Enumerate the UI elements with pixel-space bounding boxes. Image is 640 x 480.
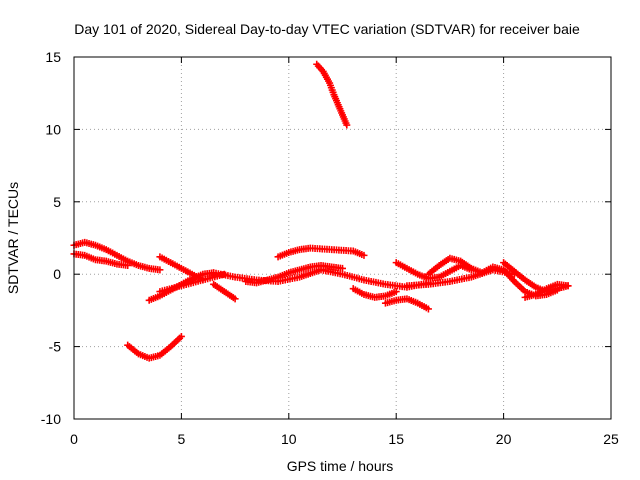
series-arc-7 [210, 280, 239, 303]
x-tick-label: 5 [178, 431, 186, 447]
data-point [231, 295, 239, 303]
x-tick-label: 0 [70, 431, 78, 447]
x-tick-label: 10 [281, 431, 297, 447]
data-point [339, 264, 346, 272]
x-axis-label: GPS time / hours [287, 458, 394, 474]
y-tick-label: -10 [41, 411, 61, 427]
axis-ticks: 0 5 10 15 20 25 -10 -5 0 5 10 15 [41, 49, 619, 447]
x-tick-label: 15 [388, 431, 404, 447]
data-point [199, 276, 207, 284]
series-arc-15 [403, 266, 518, 290]
series-arc-6 [156, 253, 207, 284]
y-tick-label: -5 [49, 339, 62, 355]
series-arc-2 [70, 250, 132, 270]
series-arc-8 [210, 266, 432, 291]
data-point [177, 332, 185, 340]
y-tick-label: 10 [45, 121, 61, 137]
series-arc-9 [242, 262, 346, 287]
series-arc-10 [274, 244, 368, 261]
y-tick-label: 0 [53, 266, 61, 282]
series-arc-13 [381, 295, 432, 313]
series-arc-3 [124, 332, 185, 362]
y-tick-label: 15 [45, 49, 61, 65]
x-tick-label: 20 [496, 431, 512, 447]
chart-title: Day 101 of 2020, Sidereal Day-to-day VTE… [74, 21, 580, 37]
series-arc-18 [500, 259, 572, 296]
data-series [70, 60, 572, 362]
data-point [392, 288, 400, 296]
series-arc-19 [521, 280, 572, 301]
series-arc-12 [349, 285, 400, 301]
data-point [343, 121, 351, 129]
y-tick-label: 5 [53, 194, 61, 210]
y-axis-label: SDTVAR / TECUs [5, 182, 21, 294]
data-point [124, 262, 132, 270]
series-arc-11 [313, 60, 351, 129]
data-point [360, 251, 368, 259]
x-tick-label: 25 [603, 431, 619, 447]
data-point [156, 266, 164, 274]
data-point [424, 305, 432, 313]
plot-frame [73, 56, 612, 420]
data-point [564, 282, 572, 290]
